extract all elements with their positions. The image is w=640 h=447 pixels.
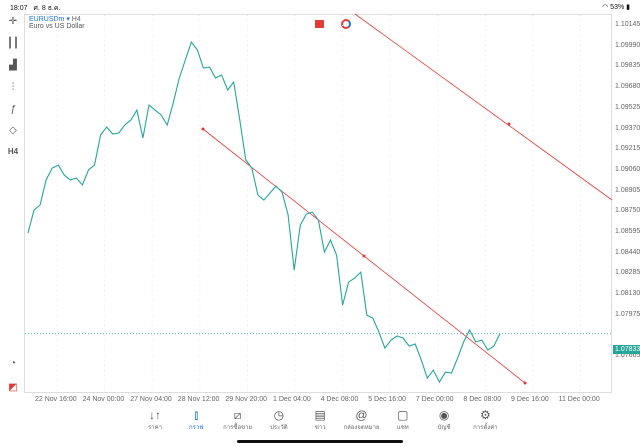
nav-account[interactable]: ◉ บัญชี bbox=[424, 408, 464, 432]
price-tick: 1.09060 bbox=[615, 165, 640, 173]
nav-label: ประวัติ bbox=[270, 425, 288, 431]
battery-level: 53% bbox=[610, 4, 625, 11]
price-tick: 1.08750 bbox=[615, 207, 640, 215]
trendline-handle bbox=[507, 122, 511, 126]
price-tick: 1.08130 bbox=[615, 290, 640, 298]
chat-icon: ▢ bbox=[397, 408, 409, 422]
history-icon: ◷ bbox=[273, 408, 285, 422]
mail-icon: @ bbox=[355, 408, 368, 422]
wifi-icon: ◠ bbox=[602, 4, 611, 11]
chart-type-icon[interactable]: ▟ bbox=[9, 60, 17, 71]
nav-chat[interactable]: ▢ แชท bbox=[383, 408, 423, 432]
price-tick: 1.09370 bbox=[615, 124, 640, 132]
price-tick: 1.09215 bbox=[615, 145, 640, 153]
trade-icon: ⧄ bbox=[233, 408, 242, 422]
timeframe-button[interactable]: H4 bbox=[7, 147, 19, 156]
nav-label: ข่าว bbox=[314, 425, 326, 431]
time-tick: 28 Nov 12:00 bbox=[177, 396, 220, 403]
arrows-icon: ↓↑ bbox=[149, 408, 161, 422]
price-tick: 1.07665 bbox=[615, 352, 640, 360]
time-tick: 9 Dec 16:00 bbox=[511, 396, 549, 403]
price-tick: 1.08905 bbox=[615, 186, 640, 194]
news-icon: ▤ bbox=[314, 408, 326, 422]
price-tick: 1.10145 bbox=[615, 21, 640, 28]
time-tick: 7 Dec 00:00 bbox=[415, 396, 454, 403]
time-tick: 11 Dec 00:00 bbox=[558, 396, 600, 403]
time-tick: 24 Nov 00:00 bbox=[82, 396, 125, 403]
time-tick: 5 Dec 16:00 bbox=[368, 396, 406, 403]
status-time: 18:07 bbox=[10, 5, 28, 12]
nav-label: การตั้งค่า bbox=[473, 425, 498, 431]
time-tick: 29 Nov 20:00 bbox=[225, 396, 268, 403]
account-icon: ◉ bbox=[438, 408, 450, 422]
nav-label: การซื้อขาย bbox=[223, 425, 253, 431]
nav-settings[interactable]: ⚙ การตั้งค่า bbox=[465, 408, 505, 432]
signal-icon[interactable] bbox=[341, 19, 351, 29]
price-tick: 1.07975 bbox=[615, 310, 640, 318]
nav-label: กล่องจดหมาย bbox=[343, 425, 380, 431]
price-tick: 1.08595 bbox=[615, 228, 640, 235]
function-icon[interactable]: ƒ bbox=[10, 104, 16, 115]
nav-label: กราฟ bbox=[189, 425, 204, 431]
nav-trade[interactable]: ⧄ การซื้อขาย bbox=[218, 408, 258, 432]
nav-label: ราคา bbox=[148, 425, 162, 431]
price-line bbox=[27, 40, 501, 384]
symbol-description: Euro vs US Dollar bbox=[29, 23, 85, 30]
nav-arrows[interactable]: ↓↑ ราคา bbox=[135, 408, 175, 432]
candles-icon[interactable]: ┃┃ bbox=[6, 38, 20, 49]
nav-news[interactable]: ▤ ข่าว bbox=[300, 408, 340, 432]
price-tick: 1.09835 bbox=[615, 62, 640, 70]
status-date: ศ. 8 ธ.ค. bbox=[33, 5, 61, 12]
nav-history[interactable]: ◷ ประวัติ bbox=[259, 408, 299, 432]
chart-area[interactable] bbox=[24, 14, 612, 393]
home-indicator bbox=[237, 440, 403, 443]
price-tick: 1.08440 bbox=[615, 248, 640, 256]
trendline-handle bbox=[201, 127, 205, 131]
trendline-handle bbox=[362, 254, 366, 258]
trendline-handle bbox=[523, 381, 527, 385]
time-tick: 27 Nov 04:00 bbox=[130, 396, 172, 403]
broker-logo-icon[interactable]: ◩ bbox=[8, 382, 18, 393]
current-price-label: 1.07833 bbox=[613, 345, 640, 354]
nav-label: บัญชี bbox=[437, 425, 451, 431]
price-tick: 1.09680 bbox=[615, 83, 640, 91]
time-tick: 4 Dec 08:00 bbox=[320, 396, 359, 403]
nav-candles[interactable]: ⫾ กราฟ bbox=[176, 408, 216, 432]
one-click-trade-icon[interactable] bbox=[315, 20, 324, 28]
nav-mail[interactable]: @ กล่องจดหมาย bbox=[342, 408, 382, 432]
price-tick: 1.09990 bbox=[615, 41, 640, 49]
time-tick: 1 Dec 04:00 bbox=[273, 396, 311, 403]
crosshair-icon[interactable]: ✛ bbox=[8, 16, 18, 27]
time-tick: 22 Nov 16:00 bbox=[35, 396, 77, 403]
settings-icon: ⚙ bbox=[480, 408, 491, 422]
candles-icon: ⫾ bbox=[194, 408, 199, 422]
time-tick: 8 Dec 08:00 bbox=[463, 396, 502, 403]
price-tick: 1.09525 bbox=[615, 103, 640, 111]
battery-icon: ▮ bbox=[626, 4, 630, 11]
shapes-icon[interactable]: ◇ bbox=[9, 125, 17, 136]
chart-settings-icon[interactable]: ◔ bbox=[9, 358, 17, 369]
price-tick: 1.08285 bbox=[615, 269, 640, 277]
indicators-icon[interactable]: ⫶ bbox=[11, 82, 15, 93]
nav-label: แชท bbox=[396, 425, 409, 431]
trendline-upper bbox=[354, 13, 613, 201]
symbol-selector[interactable]: EURUSDm ▾ H4 bbox=[29, 16, 81, 23]
